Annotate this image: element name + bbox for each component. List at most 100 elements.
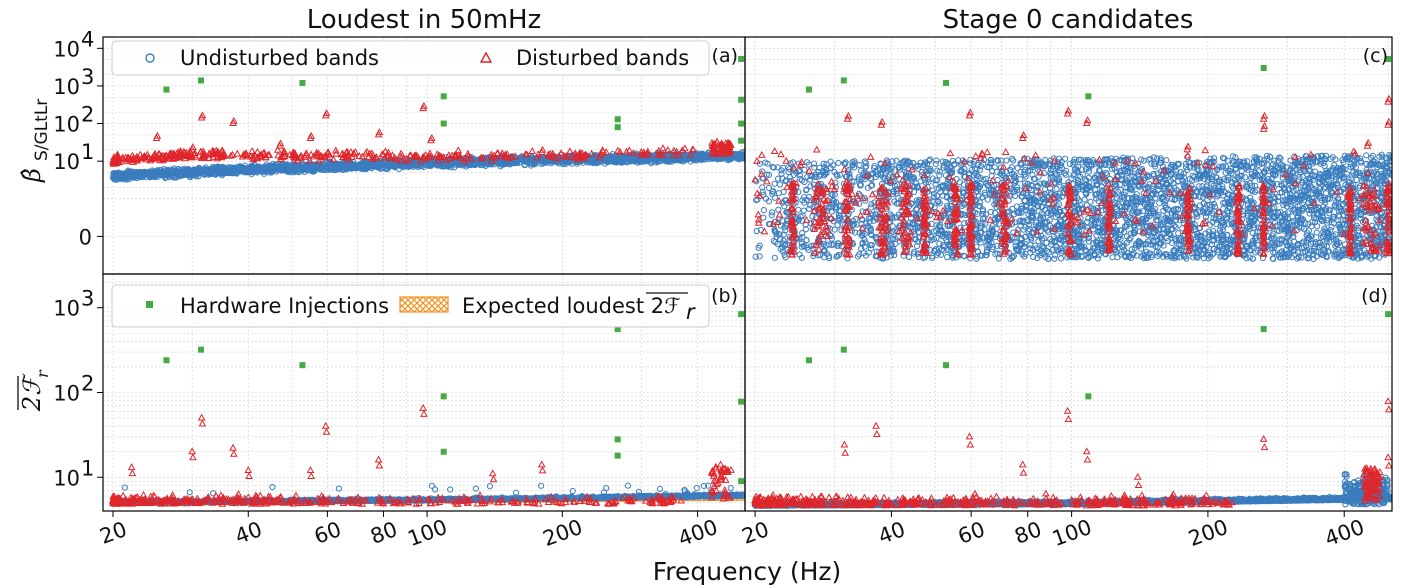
undisturbed-point <box>154 173 161 180</box>
undisturbed-point <box>1306 210 1313 217</box>
undisturbed-point <box>1276 154 1283 161</box>
undisturbed-point <box>1248 163 1255 171</box>
undisturbed-point <box>146 171 153 179</box>
undisturbed-point <box>267 162 274 169</box>
disturbed-point <box>595 153 604 161</box>
disturbed-point <box>218 152 226 160</box>
disturbed-point <box>534 150 543 158</box>
hardware-injection-point <box>614 124 621 131</box>
undisturbed-point <box>862 159 869 167</box>
undisturbed-point <box>481 158 488 165</box>
undisturbed-point <box>227 166 234 174</box>
undisturbed-point <box>170 167 177 175</box>
undisturbed-point <box>212 171 219 178</box>
undisturbed-point <box>697 154 704 162</box>
disturbed-point <box>664 146 672 153</box>
disturbed-point <box>464 152 472 160</box>
undisturbed-point <box>933 157 940 164</box>
disturbed-point <box>560 151 568 159</box>
disturbed-point <box>140 151 149 159</box>
undisturbed-point <box>162 172 169 179</box>
hardware-injection-point <box>614 116 621 123</box>
disturbed-point <box>552 154 561 162</box>
hardware-injection-point <box>738 137 745 144</box>
undisturbed-point <box>1012 238 1019 246</box>
undisturbed-point <box>1030 253 1037 261</box>
disturbed-point <box>142 155 150 163</box>
disturbed-point <box>257 150 265 158</box>
disturbed-point <box>406 151 414 159</box>
undisturbed-point <box>237 164 244 171</box>
undisturbed-point <box>871 162 878 170</box>
disturbed-point <box>324 148 332 156</box>
disturbed-point <box>144 153 152 161</box>
disturbed-point <box>450 151 459 159</box>
undisturbed-point <box>799 230 806 237</box>
undisturbed-point <box>804 173 811 180</box>
undisturbed-point <box>832 184 839 191</box>
disturbed-point <box>397 149 405 157</box>
undisturbed-point <box>179 166 186 173</box>
disturbed-point <box>437 152 445 160</box>
undisturbed-point <box>620 158 627 166</box>
hardware-injection-point <box>198 77 205 84</box>
disturbed-point <box>110 156 119 164</box>
disturbed-point <box>277 155 285 162</box>
undisturbed-point <box>136 168 143 176</box>
undisturbed-point <box>859 216 866 223</box>
disturbed-point <box>127 155 135 163</box>
disturbed-point <box>659 144 667 152</box>
disturbed-point <box>528 147 537 155</box>
undisturbed-point <box>211 168 218 175</box>
undisturbed-point <box>1383 162 1390 170</box>
undisturbed-point <box>752 253 759 260</box>
panel-c-points <box>751 56 1392 263</box>
undisturbed-point <box>1242 174 1249 181</box>
undisturbed-point <box>481 155 488 162</box>
disturbed-point <box>566 147 574 155</box>
undisturbed-point <box>1150 170 1157 178</box>
undisturbed-point <box>214 164 221 171</box>
hardware-injection-point <box>163 86 170 93</box>
undisturbed-point <box>1150 154 1158 161</box>
hardware-injection-point <box>299 79 306 86</box>
disturbed-point <box>128 151 137 159</box>
undisturbed-point <box>602 155 609 162</box>
disturbed-point <box>580 153 589 161</box>
disturbed-point <box>276 139 285 147</box>
hardware-injection-point <box>738 120 745 127</box>
undisturbed-point <box>359 162 366 169</box>
disturbed-point <box>191 149 199 156</box>
disturbed-point <box>587 149 596 157</box>
undisturbed-point <box>431 160 439 167</box>
hardware-injection-point <box>738 56 745 63</box>
disturbed-point <box>346 147 355 155</box>
disturbed-point <box>384 148 393 156</box>
disturbed-point <box>390 153 399 161</box>
undisturbed-point <box>737 154 744 162</box>
disturbed-point <box>538 145 547 153</box>
undisturbed-point <box>1296 167 1303 174</box>
undisturbed-point <box>932 181 939 188</box>
undisturbed-point <box>509 159 516 167</box>
undisturbed-point <box>947 248 954 255</box>
undisturbed-point <box>292 165 299 172</box>
undisturbed-point <box>1340 159 1347 166</box>
disturbed-point <box>315 152 324 160</box>
disturbed-point <box>386 153 395 161</box>
disturbed-point <box>672 147 681 155</box>
disturbed-point <box>332 149 340 157</box>
undisturbed-point <box>697 151 704 158</box>
disturbed-point <box>381 147 390 155</box>
disturbed-point <box>305 156 314 164</box>
undisturbed-point <box>1035 248 1042 255</box>
disturbed-point <box>625 146 634 154</box>
undisturbed-point <box>806 205 813 212</box>
disturbed-point <box>416 157 425 165</box>
disturbed-point <box>307 131 316 139</box>
disturbed-point <box>533 153 541 161</box>
disturbed-point <box>494 149 502 157</box>
hardware-injection-point <box>440 93 447 100</box>
disturbed-point <box>153 131 162 139</box>
undisturbed-point <box>943 193 951 200</box>
